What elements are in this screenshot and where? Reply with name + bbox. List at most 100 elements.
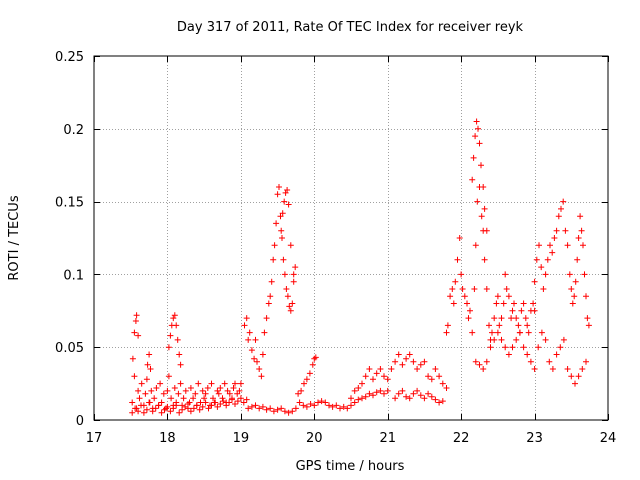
data-point <box>245 405 252 412</box>
data-point <box>481 205 488 212</box>
data-point <box>381 373 387 380</box>
data-point <box>366 390 373 397</box>
data-point <box>564 366 571 372</box>
data-point <box>163 405 169 412</box>
data-point <box>143 406 150 413</box>
data-point <box>167 332 174 339</box>
data-point <box>469 176 476 183</box>
data-point <box>480 184 487 190</box>
data-point <box>502 271 509 278</box>
data-point <box>144 361 151 368</box>
data-point <box>388 366 395 372</box>
data-point <box>566 271 573 278</box>
data-point <box>392 395 399 402</box>
data-point <box>351 387 358 394</box>
data-point <box>236 387 243 394</box>
data-point <box>536 242 542 249</box>
data-point <box>136 395 143 402</box>
data-point <box>444 322 451 329</box>
y-tick-labels: 0 0.05 0.1 0.15 0.2 0.25 <box>55 50 84 429</box>
data-point <box>359 380 365 387</box>
data-point <box>149 408 156 415</box>
data-point <box>265 300 272 307</box>
data-point <box>498 315 505 322</box>
data-point <box>285 409 292 416</box>
data-point <box>359 395 365 402</box>
x-tick-label: 23 <box>526 431 543 446</box>
data-point <box>232 380 238 387</box>
data-point <box>478 162 484 169</box>
data-point <box>428 376 435 383</box>
data-point <box>210 395 216 402</box>
data-point <box>152 405 159 412</box>
data-point <box>476 361 483 368</box>
x-tick-label: 19 <box>233 431 250 446</box>
data-point <box>549 366 556 372</box>
data-point <box>474 198 481 205</box>
data-point <box>135 332 142 339</box>
data-point <box>370 376 376 383</box>
data-point <box>500 300 507 307</box>
data-point <box>337 405 343 412</box>
data-point <box>177 380 184 387</box>
data-point <box>318 398 325 405</box>
x-tick-label: 17 <box>86 431 103 446</box>
data-point <box>370 392 376 399</box>
data-point <box>167 408 174 415</box>
data-point <box>315 399 321 406</box>
data-point <box>583 358 589 365</box>
scatter-points <box>129 118 592 416</box>
data-point <box>377 387 384 394</box>
data-point <box>421 395 428 402</box>
data-point <box>256 366 263 372</box>
data-point <box>179 406 186 413</box>
data-point <box>199 387 206 394</box>
data-point <box>256 405 263 412</box>
axis-ticks <box>94 56 609 421</box>
data-point <box>439 398 446 405</box>
data-point <box>432 366 439 372</box>
data-point <box>190 405 197 412</box>
data-point <box>292 405 299 412</box>
data-point <box>384 376 391 383</box>
data-point <box>395 390 402 397</box>
data-point <box>414 387 421 394</box>
data-point <box>494 329 501 336</box>
y-tick-label: 0.05 <box>55 341 84 356</box>
x-tick-label: 24 <box>600 431 617 446</box>
data-point <box>560 336 567 343</box>
data-point <box>392 358 399 365</box>
data-point <box>366 366 373 372</box>
data-point <box>414 366 421 372</box>
data-point <box>513 315 520 322</box>
data-point <box>395 351 402 358</box>
data-point <box>138 380 145 387</box>
data-point <box>322 399 329 406</box>
data-point <box>355 396 362 403</box>
data-point <box>425 373 432 380</box>
data-point <box>177 361 184 368</box>
data-point <box>483 227 490 234</box>
data-point <box>520 300 527 307</box>
data-point <box>148 387 155 394</box>
data-point <box>522 315 529 322</box>
data-point <box>295 390 302 397</box>
data-point <box>551 235 558 241</box>
data-point <box>182 387 189 394</box>
data-point <box>193 402 200 409</box>
data-point <box>287 242 294 249</box>
data-point <box>535 344 542 351</box>
data-point <box>329 403 336 410</box>
data-point <box>436 373 443 380</box>
data-point <box>205 405 212 412</box>
data-point <box>443 385 450 391</box>
data-point <box>381 390 387 397</box>
data-point <box>406 351 413 358</box>
data-point <box>577 213 584 220</box>
data-point <box>564 242 571 249</box>
data-point <box>182 403 189 410</box>
data-point <box>351 399 358 406</box>
y-tick-label: 0.15 <box>55 196 84 211</box>
data-point <box>237 395 244 402</box>
data-point <box>311 355 318 362</box>
